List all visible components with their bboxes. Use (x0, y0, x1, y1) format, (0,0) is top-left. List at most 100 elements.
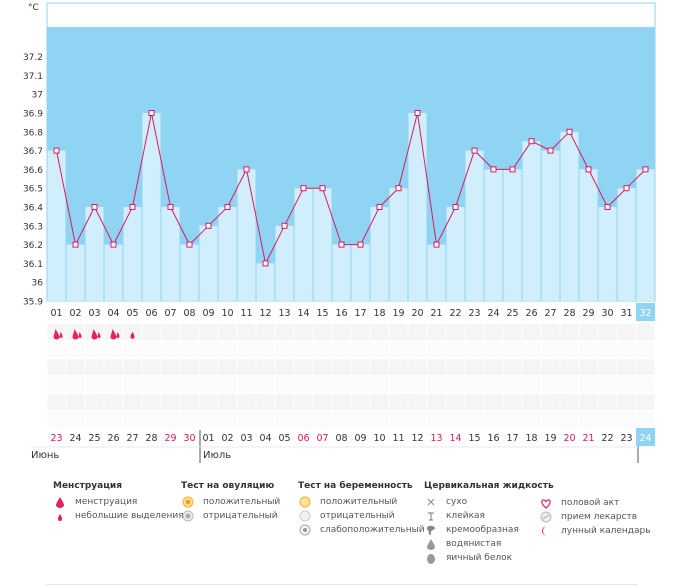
bar (598, 207, 617, 301)
calendar-date-label: 08 (335, 433, 347, 444)
menstruation-drop-small (59, 332, 63, 338)
cycle-day-label: 28 (563, 308, 575, 319)
calendar-date-label: 07 (316, 433, 328, 444)
data-point (547, 147, 554, 154)
bar (294, 188, 313, 301)
legend-item: положительный (181, 495, 280, 509)
data-point (585, 166, 592, 173)
bar (446, 207, 465, 301)
data-point (319, 185, 326, 192)
cycle-day-label: 06 (145, 308, 157, 319)
bar (256, 263, 275, 301)
cross-icon (424, 496, 438, 508)
calendar-date-label: 20 (563, 433, 575, 444)
legend-label: сухо (446, 497, 468, 507)
bar (522, 141, 541, 301)
calendar-date-label: 18 (525, 433, 537, 444)
legend-item: слабоположительный (298, 523, 425, 537)
bar (617, 188, 636, 301)
calendar-date-label: 11 (392, 433, 404, 444)
data-point (395, 185, 402, 192)
cycle-day-label: 07 (164, 308, 176, 319)
legend-item: положительный (298, 495, 425, 509)
calendar-date-label: 02 (221, 433, 233, 444)
bar (351, 244, 370, 301)
y-tick-label: 36.9 (23, 110, 43, 120)
y-tick-label: 36.2 (23, 241, 43, 251)
bar (427, 244, 446, 301)
egg-white-icon (424, 552, 438, 564)
data-point (471, 147, 478, 154)
cycle-day-label: 01 (50, 308, 62, 319)
calendar-date-label: 05 (278, 433, 290, 444)
menstruation-drop-small (97, 332, 101, 338)
cycle-day-label: 25 (506, 308, 518, 319)
menstruation-drop (72, 329, 79, 340)
calendar-date-label: 23 (620, 433, 632, 444)
cycle-day-label: 19 (392, 308, 404, 319)
y-tick-label: 36.1 (23, 260, 43, 270)
calendar-date-label: 29 (164, 433, 176, 444)
bar (408, 113, 427, 301)
data-point (110, 241, 117, 248)
calendar-date-label: 17 (506, 433, 518, 444)
cycle-day-label: 17 (354, 308, 366, 319)
bar (218, 207, 237, 301)
legend-ovulation: Тест на овуляцию положительный отрицател… (181, 481, 280, 523)
cycle-day-label: 16 (335, 308, 347, 319)
bar (199, 225, 218, 301)
cycle-day-label: 11 (240, 308, 252, 319)
bbt-chart: °C 37.2 37.1 37 36.9 36.8 36.7 36.6 36.5 36.4 36.… (23, 2, 656, 463)
data-point (433, 241, 440, 248)
legend-label: клейкая (446, 511, 485, 521)
legend-item: прием лекарств (539, 510, 651, 524)
cycle-day-label: 30 (601, 308, 613, 319)
calendar-date-label: 09 (354, 433, 366, 444)
month-label-june: Июнь (31, 450, 59, 461)
legend-ovulation-title: Тест на овуляцию (181, 481, 275, 491)
bar (484, 169, 503, 301)
calendar-date-label: 15 (468, 433, 480, 444)
legend-item: половой акт (539, 496, 651, 510)
legend-label: отрицательный (320, 511, 395, 521)
small-drop-icon (53, 510, 67, 522)
cycle-day-label: 05 (126, 308, 138, 319)
bar (66, 244, 85, 301)
data-point (566, 128, 573, 135)
legend-item: отрицательный (298, 509, 425, 523)
data-point (53, 147, 60, 154)
positive-test-icon (298, 496, 312, 508)
current-date-highlight (636, 428, 655, 446)
positive-circle-icon (181, 496, 195, 508)
negative-circle-icon (181, 510, 195, 522)
bar (123, 207, 142, 301)
cycle-day-label: 14 (297, 308, 309, 319)
legend-item: лунный календарь (539, 524, 651, 538)
data-point (205, 222, 212, 229)
data-point (604, 204, 611, 210)
cycle-day-label: 02 (69, 308, 81, 319)
cycle-day-label: 03 (88, 308, 100, 319)
bar (579, 169, 598, 301)
legend-label: положительный (203, 497, 281, 507)
data-point (262, 260, 269, 267)
bar (389, 188, 408, 301)
legend-item: клейкая (424, 509, 554, 523)
menstruation-drop-small (78, 332, 82, 338)
cycle-day-label: 26 (525, 308, 537, 319)
y-tick-label: 36.3 (23, 222, 43, 232)
bar (180, 244, 199, 301)
legend-menstruation-title: Менструация (53, 481, 122, 491)
legend-item: отрицательный (181, 509, 280, 523)
legend-cervical-title: Цервикальная жидкость (424, 481, 554, 491)
bar (161, 207, 180, 301)
cycle-day-label: 21 (430, 308, 442, 319)
cycle-day-label: 22 (449, 308, 461, 319)
moon-icon (539, 525, 553, 537)
y-tick-label: 36.4 (23, 204, 43, 214)
negative-test-icon (298, 510, 312, 522)
cycle-day-label: 15 (316, 308, 328, 319)
data-point (148, 110, 155, 116)
legend-other: половой акт прием лекарств лунный календ… (539, 496, 651, 538)
month-label-july: Июль (203, 450, 231, 461)
